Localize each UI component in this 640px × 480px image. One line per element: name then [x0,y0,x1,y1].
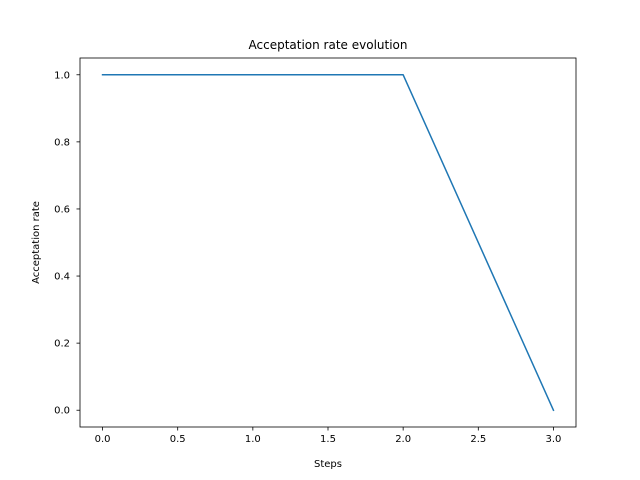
x-tick-label: 3.0 [546,434,562,445]
y-tick-label: 0.6 [54,204,70,215]
x-tick-label: 0.5 [170,434,186,445]
x-tick-label: 1.5 [320,434,336,445]
x-tick-label: 2.0 [395,434,411,445]
x-axis-label: Steps [314,459,342,470]
x-tick-label: 1.0 [245,434,261,445]
chart-title: Acceptation rate evolution [249,38,408,52]
x-tick-label: 0.0 [95,434,111,445]
y-axis-ticks: 0.0 0.2 0.4 0.6 0.8 1.0 [54,70,80,417]
y-axis-label: Acceptation rate [31,201,42,284]
series-layer [101,74,555,412]
x-tick-label: 2.5 [470,434,486,445]
y-tick-label: 0.2 [54,339,70,350]
x-axis-ticks: 0.0 0.5 1.0 1.5 2.0 2.5 3.0 [95,427,562,445]
series-line [101,74,555,412]
y-tick-label: 0.8 [54,137,70,148]
plot-frame [79,57,577,428]
y-tick-label: 0.0 [54,406,70,417]
y-tick-label: 1.0 [54,70,70,81]
y-tick-label: 0.4 [54,272,70,283]
